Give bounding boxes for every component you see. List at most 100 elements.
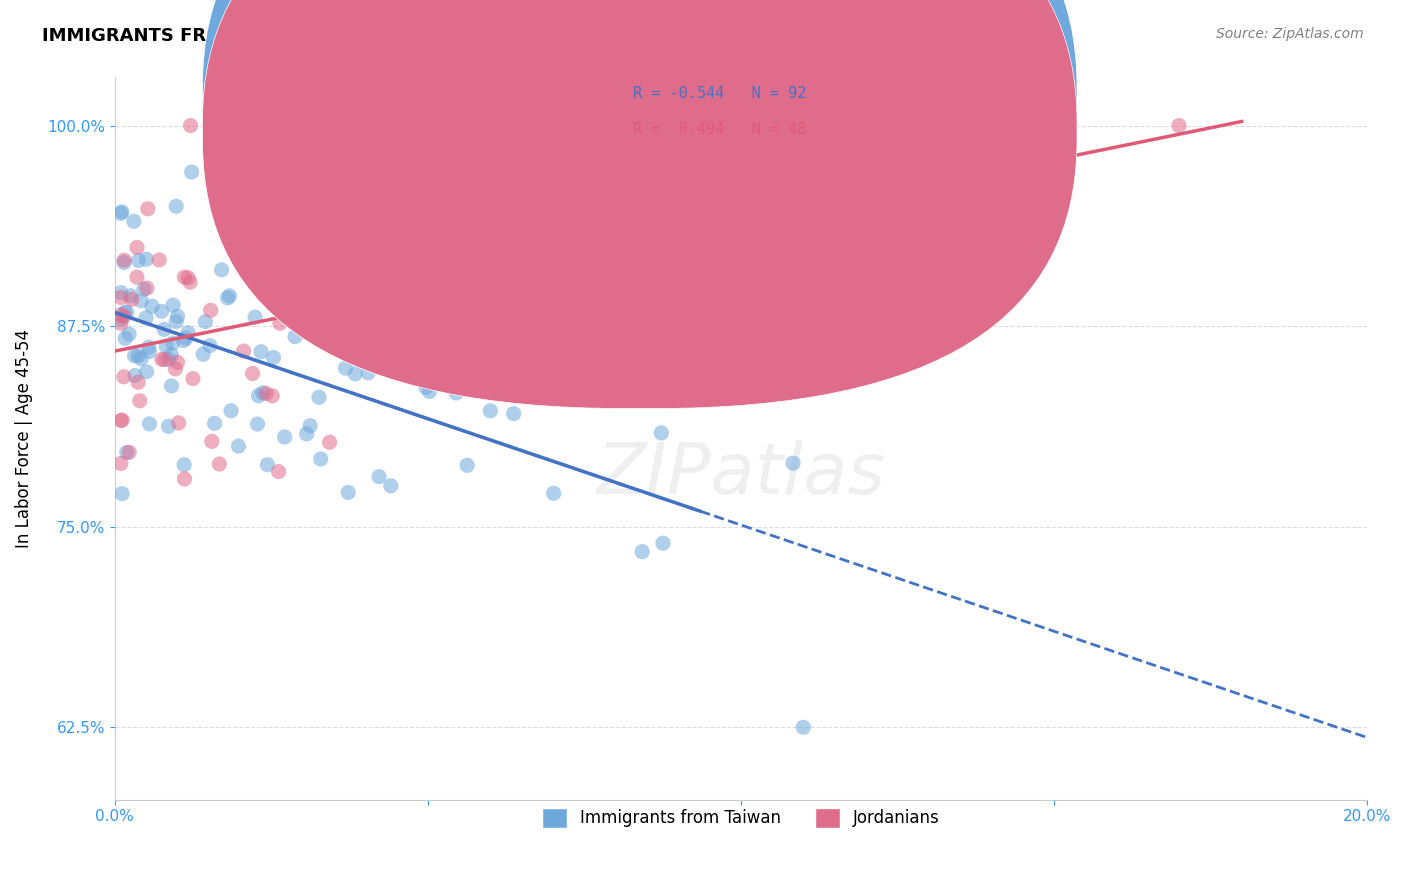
- Immigrants from Taiwan: [297, 260, 319, 275]
- Immigrants from Taiwan: [122, 214, 145, 228]
- Immigrants from Taiwan: [228, 439, 250, 453]
- Immigrants from Taiwan: [479, 404, 502, 418]
- Jordanians: [605, 311, 627, 326]
- Immigrants from Taiwan: [380, 479, 402, 493]
- Jordanians: [173, 270, 195, 285]
- Jordanians: [254, 386, 277, 401]
- Jordanians: [136, 202, 159, 216]
- Immigrants from Taiwan: [246, 417, 269, 431]
- Jordanians: [232, 344, 254, 359]
- Jordanians: [112, 253, 135, 268]
- Immigrants from Taiwan: [211, 262, 233, 277]
- Jordanians: [110, 291, 132, 305]
- Immigrants from Taiwan: [129, 351, 152, 366]
- Immigrants from Taiwan: [118, 327, 141, 342]
- Immigrants from Taiwan: [160, 379, 183, 393]
- Immigrants from Taiwan: [120, 289, 142, 303]
- Jordanians: [181, 371, 204, 385]
- Jordanians: [165, 361, 187, 376]
- Jordanians: [200, 303, 222, 318]
- Immigrants from Taiwan: [110, 206, 132, 220]
- Jordanians: [136, 281, 159, 295]
- Immigrants from Taiwan: [204, 417, 226, 431]
- Immigrants from Taiwan: [165, 314, 187, 328]
- Immigrants from Taiwan: [180, 165, 202, 179]
- Immigrants from Taiwan: [162, 298, 184, 312]
- Immigrants from Taiwan: [650, 425, 672, 440]
- Immigrants from Taiwan: [194, 315, 217, 329]
- Immigrants from Taiwan: [444, 386, 467, 401]
- Immigrants from Taiwan: [456, 458, 478, 473]
- Jordanians: [111, 413, 134, 427]
- Immigrants from Taiwan: [111, 204, 134, 219]
- Immigrants from Taiwan: [368, 469, 391, 483]
- Text: R =  0.494   N = 48: R = 0.494 N = 48: [633, 122, 806, 136]
- Immigrants from Taiwan: [127, 349, 149, 363]
- Jordanians: [541, 251, 564, 265]
- Jordanians: [166, 355, 188, 369]
- Immigrants from Taiwan: [357, 366, 380, 380]
- Jordanians: [273, 306, 295, 320]
- Immigrants from Taiwan: [157, 419, 180, 434]
- Immigrants from Taiwan: [631, 544, 654, 558]
- Immigrants from Taiwan: [112, 255, 135, 269]
- Immigrants from Taiwan: [174, 331, 197, 345]
- Jordanians: [125, 240, 148, 254]
- Immigrants from Taiwan: [217, 291, 239, 305]
- Immigrants from Taiwan: [191, 347, 214, 361]
- Immigrants from Taiwan: [132, 282, 155, 296]
- Immigrants from Taiwan: [138, 344, 160, 359]
- Immigrants from Taiwan: [335, 361, 357, 376]
- Jordanians: [153, 352, 176, 367]
- Jordanians: [179, 275, 201, 289]
- Jordanians: [263, 241, 285, 255]
- Immigrants from Taiwan: [652, 536, 675, 550]
- Immigrants from Taiwan: [165, 199, 187, 213]
- Immigrants from Taiwan: [299, 418, 322, 433]
- Immigrants from Taiwan: [198, 338, 221, 352]
- Immigrants from Taiwan: [361, 332, 384, 346]
- Immigrants from Taiwan: [138, 417, 160, 431]
- Immigrants from Taiwan: [252, 385, 274, 400]
- Jordanians: [167, 416, 190, 430]
- Immigrants from Taiwan: [226, 250, 249, 264]
- Text: IMMIGRANTS FROM TAIWAN VS JORDANIAN IN LABOR FORCE | AGE 45-54 CORRELATION CHART: IMMIGRANTS FROM TAIWAN VS JORDANIAN IN L…: [42, 27, 1000, 45]
- Jordanians: [267, 465, 290, 479]
- Immigrants from Taiwan: [344, 367, 367, 381]
- Text: ZIPatlas: ZIPatlas: [596, 440, 886, 509]
- Text: R = -0.544   N = 92: R = -0.544 N = 92: [633, 87, 806, 101]
- Jordanians: [352, 268, 374, 282]
- Jordanians: [110, 316, 132, 330]
- Immigrants from Taiwan: [382, 356, 405, 370]
- Immigrants from Taiwan: [135, 365, 157, 379]
- Jordanians: [112, 369, 135, 384]
- Immigrants from Taiwan: [124, 349, 146, 363]
- Immigrants from Taiwan: [115, 445, 138, 459]
- Immigrants from Taiwan: [173, 334, 195, 348]
- Jordanians: [110, 457, 132, 471]
- Immigrants from Taiwan: [141, 299, 163, 313]
- Jordanians: [318, 435, 340, 450]
- Immigrants from Taiwan: [308, 390, 330, 404]
- Jordanians: [127, 376, 149, 390]
- Jordanians: [180, 119, 202, 133]
- Immigrants from Taiwan: [124, 368, 146, 383]
- Jordanians: [148, 252, 170, 267]
- Immigrants from Taiwan: [135, 310, 157, 325]
- Jordanians: [110, 413, 132, 427]
- Immigrants from Taiwan: [792, 720, 814, 734]
- Immigrants from Taiwan: [111, 486, 134, 500]
- Jordanians: [201, 434, 224, 449]
- Immigrants from Taiwan: [162, 336, 184, 351]
- Immigrants from Taiwan: [243, 310, 266, 325]
- Y-axis label: In Labor Force | Age 45-54: In Labor Force | Age 45-54: [15, 329, 32, 548]
- Jordanians: [242, 367, 264, 381]
- Immigrants from Taiwan: [295, 426, 318, 441]
- Immigrants from Taiwan: [273, 430, 295, 444]
- Immigrants from Taiwan: [218, 289, 240, 303]
- Immigrants from Taiwan: [110, 312, 132, 326]
- Jordanians: [262, 389, 284, 403]
- Jordanians: [259, 147, 281, 161]
- Jordanians: [173, 472, 195, 486]
- Immigrants from Taiwan: [153, 322, 176, 336]
